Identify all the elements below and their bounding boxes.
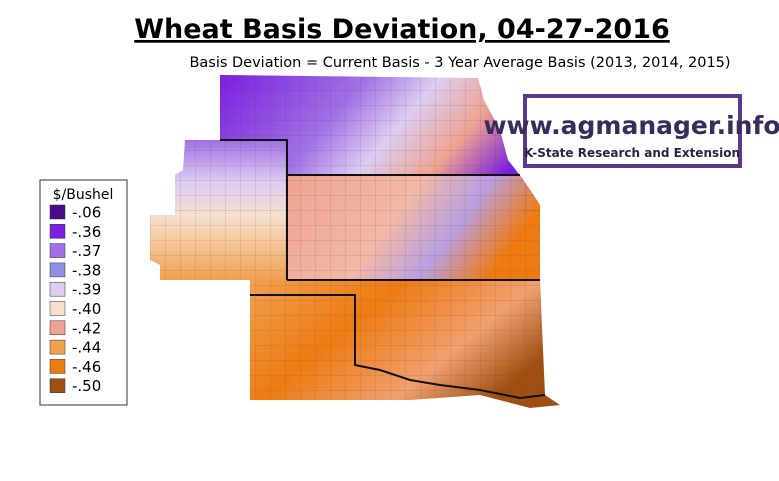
legend-label: -.39 (72, 281, 101, 299)
legend-label: -.37 (72, 242, 101, 260)
legend-swatch (49, 301, 66, 316)
logo-org: K-State Research and Extension (524, 146, 740, 160)
legend-swatch (49, 204, 66, 220)
legend-swatch (49, 320, 66, 336)
legend-label: -.46 (72, 358, 101, 376)
legend-label: -.40 (72, 300, 101, 318)
logo: www.agmanager.info K-State Research and … (483, 94, 779, 168)
logo-box (523, 94, 742, 168)
legend-swatch (49, 281, 66, 297)
legend-swatch (49, 224, 66, 239)
counties (150, 75, 560, 408)
legend-label: -.36 (72, 223, 101, 241)
legend-title: $/Bushel (53, 187, 114, 203)
logo-url: www.agmanager.info (483, 111, 779, 140)
legend-swatch (49, 243, 66, 258)
map (150, 75, 560, 408)
legend-label: -.44 (72, 339, 101, 357)
legend-swatch (49, 339, 66, 355)
legend-label: -.06 (72, 204, 101, 222)
legend-label: -.42 (72, 319, 101, 337)
legend-label: -.38 (72, 261, 101, 279)
legend-label: -.50 (72, 377, 101, 395)
title: Wheat Basis Deviation, 04-27-2016 (134, 14, 670, 45)
legend-swatch (49, 262, 66, 278)
legend-swatch (49, 378, 66, 393)
legend: $/Bushel -.06-.36-.37-.38 -.39-.40-.42 -.4… (39, 179, 128, 406)
subtitle: Basis Deviation = Current Basis - 3 Year… (189, 55, 730, 71)
state-borders (220, 139, 546, 400)
legend-swatch (49, 359, 66, 374)
